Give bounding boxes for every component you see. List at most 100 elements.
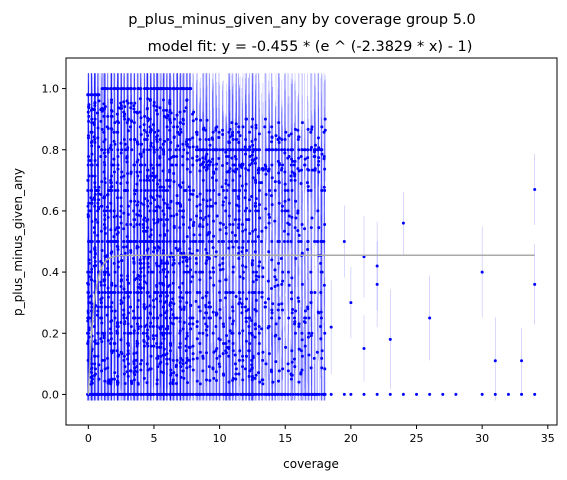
data-point xyxy=(207,163,211,167)
data-point xyxy=(204,294,208,298)
data-point xyxy=(218,307,222,311)
data-point xyxy=(146,119,150,123)
data-point xyxy=(184,337,188,341)
data-point xyxy=(198,169,202,173)
data-point xyxy=(221,189,225,193)
data-point xyxy=(184,255,188,259)
data-point xyxy=(244,316,248,320)
data-point xyxy=(212,283,216,287)
data-point xyxy=(87,174,91,178)
data-point xyxy=(244,167,248,171)
data-point xyxy=(103,273,107,277)
data-point xyxy=(250,374,254,378)
data-point xyxy=(233,218,237,222)
data-point xyxy=(161,282,165,286)
data-point xyxy=(227,214,231,218)
data-point xyxy=(165,357,169,361)
data-point xyxy=(224,296,228,300)
data-point xyxy=(204,322,208,326)
data-point xyxy=(161,290,165,294)
data-point xyxy=(149,233,153,237)
data-point xyxy=(103,305,107,309)
data-point xyxy=(227,130,231,134)
data-point xyxy=(189,280,193,284)
data-point xyxy=(185,87,189,91)
data-point xyxy=(142,274,146,278)
data-point xyxy=(195,159,199,163)
data-point xyxy=(135,182,139,186)
data-point xyxy=(178,305,182,309)
data-point xyxy=(87,328,91,332)
data-point xyxy=(86,204,90,208)
data-point xyxy=(86,240,90,243)
data-point xyxy=(198,350,202,354)
data-point xyxy=(185,290,189,294)
data-point xyxy=(126,281,130,285)
data-point xyxy=(102,130,106,134)
data-point xyxy=(109,341,113,345)
data-point xyxy=(136,200,140,204)
data-point xyxy=(253,290,257,294)
data-point xyxy=(149,128,153,132)
data-point xyxy=(126,374,130,378)
data-point xyxy=(241,365,245,369)
data-point xyxy=(212,350,216,354)
data-point xyxy=(184,344,188,348)
data-point xyxy=(165,240,169,243)
data-point xyxy=(257,352,261,356)
data-point xyxy=(154,209,158,213)
data-point xyxy=(93,159,97,163)
data-point xyxy=(243,367,247,371)
data-point xyxy=(105,313,109,317)
data-point xyxy=(175,213,179,217)
data-point xyxy=(165,108,169,112)
data-point xyxy=(179,307,183,311)
data-point xyxy=(202,160,206,164)
data-point xyxy=(227,354,231,358)
data-point xyxy=(169,371,173,375)
data-point xyxy=(146,189,150,193)
data-point xyxy=(96,209,100,213)
data-point xyxy=(220,185,224,189)
data-point xyxy=(139,87,143,91)
data-point xyxy=(139,189,143,193)
data-point xyxy=(89,159,93,163)
data-point xyxy=(205,160,209,164)
data-point xyxy=(240,223,244,227)
data-point xyxy=(103,358,107,362)
data-point xyxy=(185,235,189,239)
data-point xyxy=(99,229,103,233)
data-point xyxy=(194,256,198,260)
data-point xyxy=(135,276,139,280)
data-point xyxy=(182,109,186,113)
data-point xyxy=(145,331,149,335)
data-point xyxy=(112,157,116,161)
data-point xyxy=(110,240,114,243)
data-point xyxy=(171,290,175,294)
data-point xyxy=(254,309,258,313)
data-point xyxy=(99,192,103,196)
data-point xyxy=(227,201,231,205)
data-point xyxy=(241,329,245,333)
data-point xyxy=(110,127,114,131)
data-point xyxy=(87,103,91,107)
data-point xyxy=(185,381,189,385)
data-point xyxy=(129,172,133,176)
data-point xyxy=(125,223,129,227)
data-point xyxy=(116,331,120,335)
data-point xyxy=(179,130,183,134)
data-point xyxy=(90,380,94,384)
data-point xyxy=(113,371,117,375)
data-point xyxy=(103,218,107,222)
data-point xyxy=(231,178,235,182)
data-point xyxy=(102,102,106,106)
data-point xyxy=(158,294,162,298)
data-point xyxy=(132,87,136,91)
data-point xyxy=(143,163,147,167)
data-point xyxy=(188,189,192,193)
data-point xyxy=(198,148,202,152)
data-point xyxy=(214,148,218,152)
data-point xyxy=(139,116,143,120)
data-point xyxy=(231,341,235,345)
data-point xyxy=(100,340,104,344)
